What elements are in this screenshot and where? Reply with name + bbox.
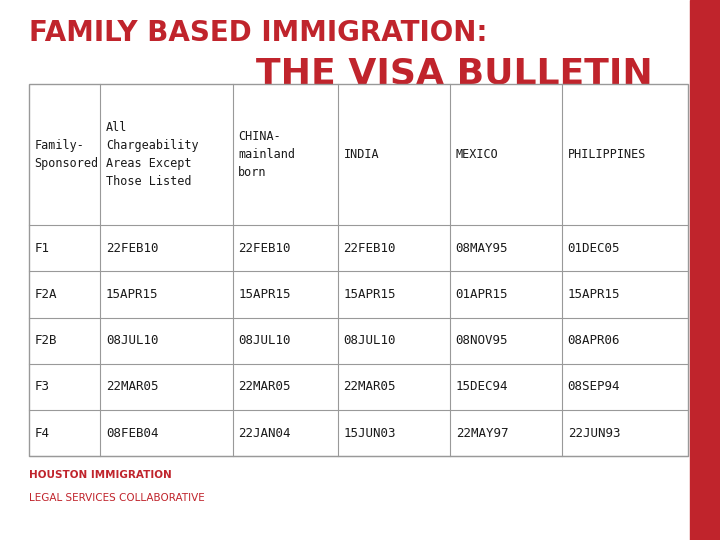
Text: 15APR15: 15APR15 [343, 288, 396, 301]
Text: All
Chargeability
Areas Except
Those Listed: All Chargeability Areas Except Those Lis… [106, 121, 199, 188]
Text: F2B: F2B [35, 334, 57, 347]
Text: THE VISA BULLETIN: THE VISA BULLETIN [256, 57, 652, 91]
Bar [29, 84, 688, 456]
Text: 15APR15: 15APR15 [567, 288, 620, 301]
Text: F3: F3 [35, 381, 50, 394]
Text: F2A: F2A [35, 288, 57, 301]
Text: 01APR15: 01APR15 [456, 288, 508, 301]
Text: 01DEC05: 01DEC05 [567, 242, 620, 255]
Text: 22FEB10: 22FEB10 [343, 242, 396, 255]
Text: MEXICO: MEXICO [456, 148, 498, 161]
Text: 22FEB10: 22FEB10 [238, 242, 291, 255]
Text: 08JUL10: 08JUL10 [106, 334, 158, 347]
Text: 15DEC94: 15DEC94 [456, 381, 508, 394]
Text: 08FEB04: 08FEB04 [106, 427, 158, 440]
Text: CHINA-
mainland
born: CHINA- mainland born [238, 130, 295, 179]
Text: 08JUL10: 08JUL10 [343, 334, 396, 347]
Text: 22MAY97: 22MAY97 [456, 427, 508, 440]
Text: 22MAR05: 22MAR05 [238, 381, 291, 394]
Text: 15APR15: 15APR15 [238, 288, 291, 301]
Text: F4: F4 [35, 427, 50, 440]
Text: 22FEB10: 22FEB10 [106, 242, 158, 255]
Text: 22JAN04: 22JAN04 [238, 427, 291, 440]
Text: HOUSTON IMMIGRATION: HOUSTON IMMIGRATION [29, 470, 171, 480]
Text: 15APR15: 15APR15 [106, 288, 158, 301]
Text: Family-
Sponsored: Family- Sponsored [35, 139, 99, 170]
Text: 22MAR05: 22MAR05 [106, 381, 158, 394]
Text: PHILIPPINES: PHILIPPINES [567, 148, 646, 161]
Text: 08MAY95: 08MAY95 [456, 242, 508, 255]
Text: 22JUN93: 22JUN93 [567, 427, 620, 440]
Text: 08SEP94: 08SEP94 [567, 381, 620, 394]
Text: F1: F1 [35, 242, 50, 255]
Text: 08JUL10: 08JUL10 [238, 334, 291, 347]
Text: 15JUN03: 15JUN03 [343, 427, 396, 440]
Text: FAMILY BASED IMMIGRATION:: FAMILY BASED IMMIGRATION: [29, 19, 487, 47]
Text: 22MAR05: 22MAR05 [343, 381, 396, 394]
Text: 08APR06: 08APR06 [567, 334, 620, 347]
Text: LEGAL SERVICES COLLABORATIVE: LEGAL SERVICES COLLABORATIVE [29, 493, 204, 503]
Text: INDIA: INDIA [343, 148, 379, 161]
Text: 08NOV95: 08NOV95 [456, 334, 508, 347]
